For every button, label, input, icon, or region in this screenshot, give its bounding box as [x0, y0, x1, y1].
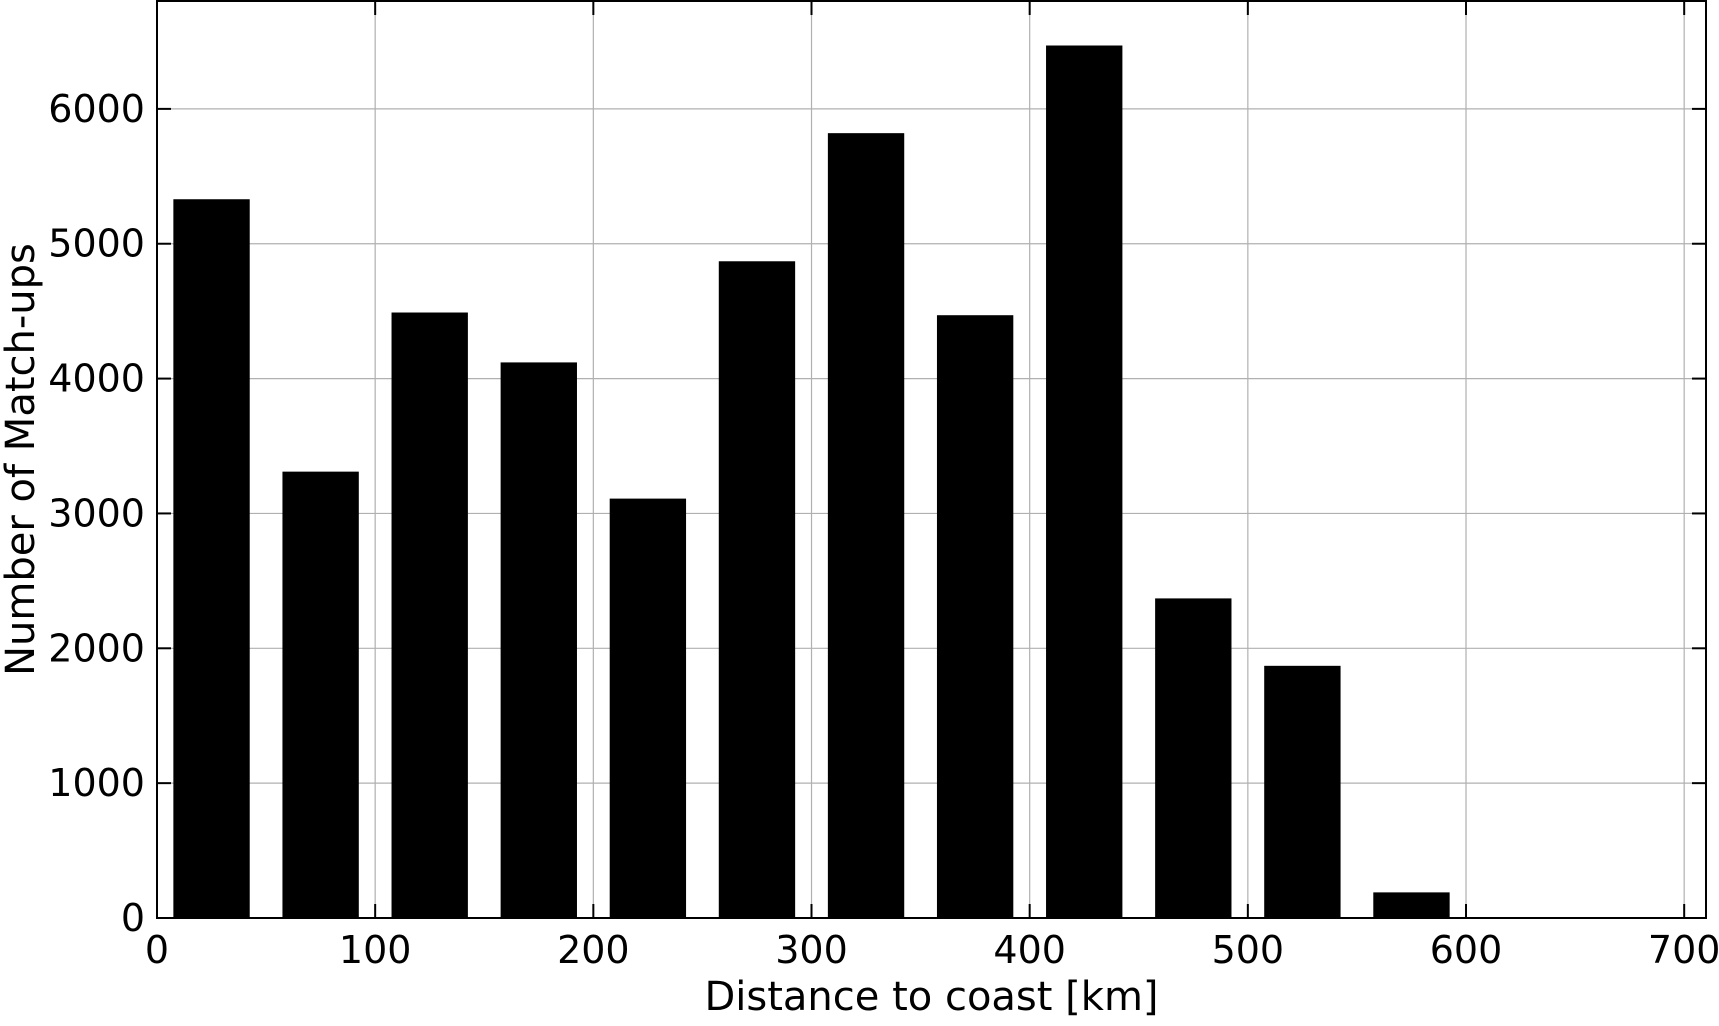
bars	[173, 45, 1450, 919]
x-tick-label: 600	[1430, 928, 1503, 972]
y-tick-label: 1000	[48, 761, 145, 805]
bar	[500, 362, 577, 918]
grid-lines	[156, 1, 1706, 919]
y-tick-label: 5000	[48, 222, 145, 266]
x-tick-label: 700	[1648, 928, 1719, 972]
y-tick-label: 3000	[48, 491, 145, 535]
bar	[718, 261, 796, 918]
x-tick-label: 500	[1212, 928, 1285, 972]
tick-labels: 0 100 200 300 400 500 600 700 0 1000 2000 3000 4000 5…	[48, 87, 1719, 972]
bar	[1373, 892, 1450, 918]
bar	[391, 312, 468, 919]
x-tick-label: 200	[557, 928, 630, 972]
bar	[609, 498, 687, 918]
y-tick-label: 0	[121, 896, 145, 940]
bar	[827, 133, 905, 918]
x-tick-label: 400	[993, 928, 1066, 972]
bar	[1046, 45, 1123, 919]
plot-frame	[156, 0, 1707, 919]
bar	[1155, 598, 1232, 918]
x-tick-label: 0	[145, 928, 169, 972]
bar	[936, 315, 1014, 918]
y-tick-label: 2000	[48, 626, 145, 670]
y-tick-label: 6000	[48, 87, 145, 131]
bar	[282, 471, 359, 918]
bar	[1264, 665, 1341, 918]
bar	[173, 199, 250, 918]
x-tick-label: 100	[339, 928, 412, 972]
ticks	[156, 1, 1706, 919]
y-axis-label: Number of Match-ups	[0, 243, 44, 676]
x-tick-label: 300	[775, 928, 848, 972]
x-axis-label: Distance to coast [km]	[704, 974, 1158, 1020]
y-tick-label: 4000	[48, 357, 145, 401]
